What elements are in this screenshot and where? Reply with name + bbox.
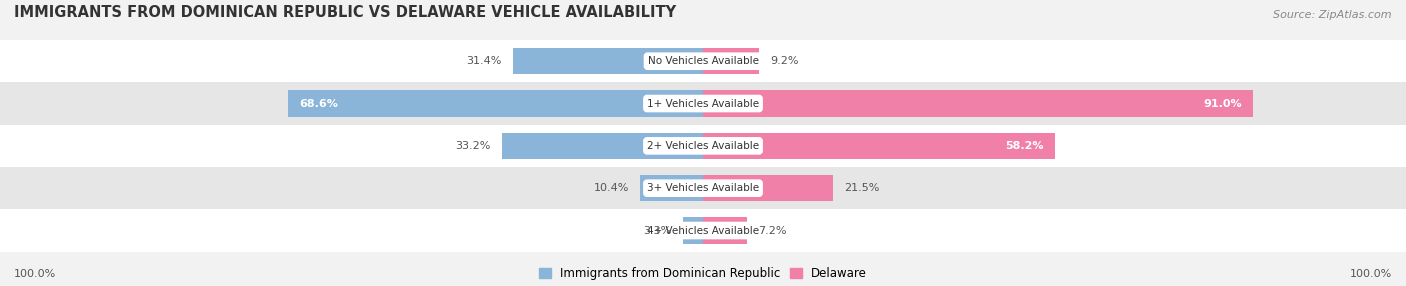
Bar: [0, 82, 1406, 125]
Bar: [703, 175, 832, 201]
Bar: [513, 48, 703, 74]
Text: 21.5%: 21.5%: [844, 183, 880, 193]
Text: 68.6%: 68.6%: [299, 99, 339, 108]
Bar: [0, 40, 1406, 82]
Bar: [288, 90, 703, 117]
Text: 91.0%: 91.0%: [1204, 99, 1241, 108]
Text: 100.0%: 100.0%: [1350, 269, 1392, 279]
Text: 3+ Vehicles Available: 3+ Vehicles Available: [647, 183, 759, 193]
Text: 4+ Vehicles Available: 4+ Vehicles Available: [647, 226, 759, 235]
Text: No Vehicles Available: No Vehicles Available: [648, 56, 758, 66]
Bar: [703, 90, 1253, 117]
Text: Source: ZipAtlas.com: Source: ZipAtlas.com: [1274, 10, 1392, 20]
Text: 31.4%: 31.4%: [467, 56, 502, 66]
Bar: [683, 217, 703, 244]
Text: 1+ Vehicles Available: 1+ Vehicles Available: [647, 99, 759, 108]
Text: 7.2%: 7.2%: [758, 226, 786, 235]
Bar: [502, 133, 703, 159]
Text: IMMIGRANTS FROM DOMINICAN REPUBLIC VS DELAWARE VEHICLE AVAILABILITY: IMMIGRANTS FROM DOMINICAN REPUBLIC VS DE…: [14, 5, 676, 20]
Bar: [703, 48, 759, 74]
Text: 33.2%: 33.2%: [456, 141, 491, 151]
Bar: [0, 125, 1406, 167]
Bar: [703, 133, 1054, 159]
Text: 58.2%: 58.2%: [1005, 141, 1043, 151]
Bar: [0, 209, 1406, 252]
Text: 2+ Vehicles Available: 2+ Vehicles Available: [647, 141, 759, 151]
Text: 3.3%: 3.3%: [644, 226, 672, 235]
Text: 100.0%: 100.0%: [14, 269, 56, 279]
Bar: [703, 217, 747, 244]
Text: 9.2%: 9.2%: [770, 56, 799, 66]
Legend: Immigrants from Dominican Republic, Delaware: Immigrants from Dominican Republic, Dela…: [538, 267, 868, 280]
Bar: [0, 167, 1406, 209]
Text: 10.4%: 10.4%: [593, 183, 628, 193]
Bar: [640, 175, 703, 201]
